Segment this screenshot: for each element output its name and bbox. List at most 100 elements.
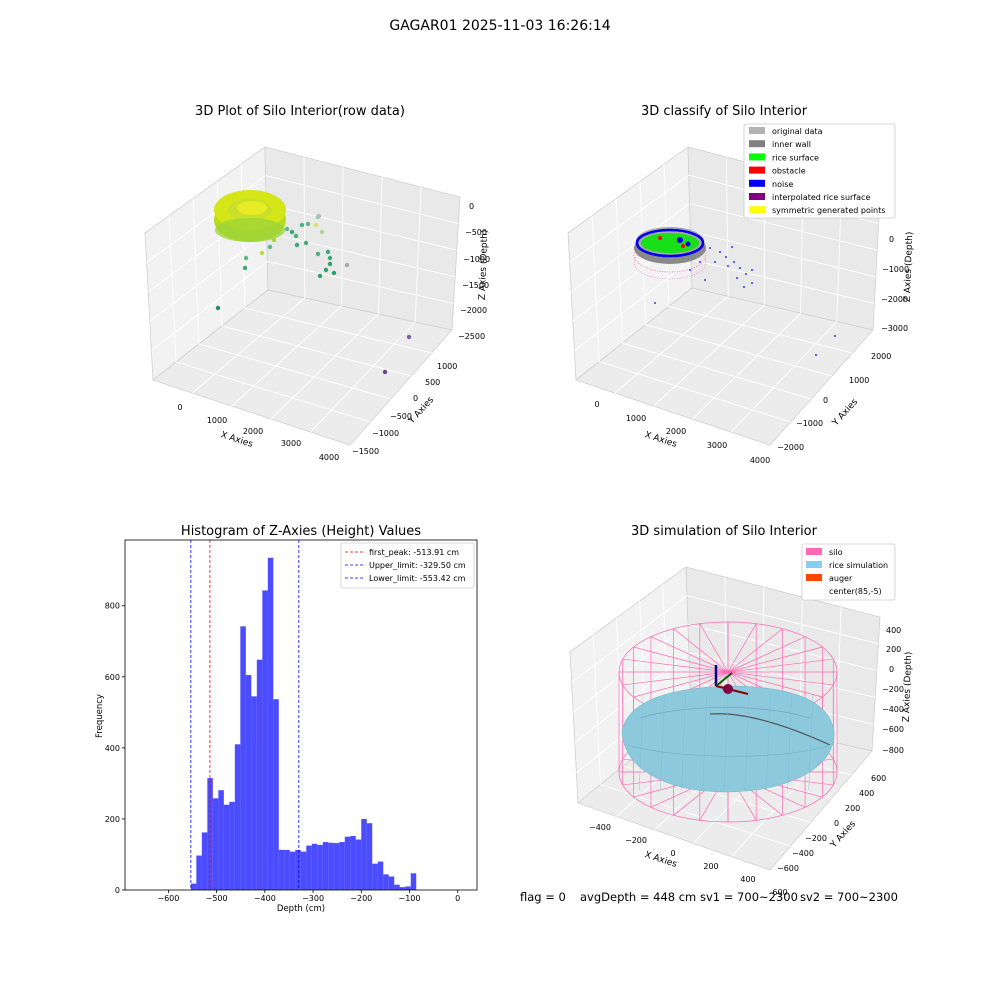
sim-y-tick: 200 [845,804,860,813]
histogram-bar [339,842,345,890]
sim-z-tick: −200 [882,685,904,694]
pane-grid-line [151,261,268,351]
raw-x-tick: 1000 [207,416,227,425]
silo-wire [727,671,834,686]
histogram-bar [394,884,400,890]
raw-3d-plot: 0 1000 2000 3000 4000 1000 500 0 −500 −1… [144,146,490,462]
raw-y-axis-label: Y Axies [406,395,436,427]
noise-point [719,251,721,253]
rice-mesh-line [702,694,707,791]
histogram-bar [223,804,230,890]
silo-wire [622,671,729,686]
histogram-bar [300,851,307,890]
raw-data-point [267,244,273,250]
noise-point [714,261,716,263]
pane-grid-line [265,175,459,225]
classify-plot-title: 3D classify of Silo Interior [640,104,808,119]
sim-z-axis-label: Z Axies (Depth) [902,652,914,723]
raw-data-point [406,334,412,340]
histogram-bar [410,873,417,890]
sim-x-tick: −400 [589,823,611,832]
pane-grid-line [689,202,878,251]
raw-floor-pane [152,289,453,446]
silo-wire [633,646,729,673]
pane-grid-line [221,325,412,377]
noise-point [689,269,691,271]
sim-z-tick: 0 [889,665,894,674]
pane-grid-line [266,232,456,278]
pane-grid-line [622,342,812,400]
pane-grid-line [570,203,690,293]
auger-marker [714,665,749,695]
noise-point [736,277,738,279]
legend-swatch [806,574,822,581]
raw-data-point [315,251,321,257]
classify-z-tick: −1000 [882,265,909,274]
classify-3d-plot: 0 1000 2000 3000 4000 2000 1000 0 −1000 … [567,123,915,465]
histogram-x-tick-label: −500 [206,894,228,903]
pane-grid-line [686,595,879,645]
legend-label: center(85,-5) [829,587,882,596]
histogram-bar [328,842,334,890]
classify-x-tick: 4000 [750,456,770,465]
raw-x-tick: 2000 [243,427,263,436]
rice-mesh-line [681,694,686,791]
sim-y-tick: 600 [871,774,886,783]
legend-lower-limit: Lower_limit: -553.42 cm [369,574,466,583]
classify-y-tick: 0 [823,396,828,405]
histogram-bar [190,883,197,890]
sim-z-tick: −400 [882,705,904,714]
histogram-bar [372,863,378,890]
legend-label: rice simulation [829,561,888,570]
histogram-bar [322,842,329,890]
raw-z-tick: −2500 [458,332,485,341]
pane-grid-line [266,203,457,251]
classify-x-tick: 3000 [707,441,727,450]
rice-mesh-line [808,694,813,791]
legend-label: interpolated rice surface [772,193,870,202]
noise-point [739,267,741,269]
figure-title: GAGAR01 2025-11-03 16:26:14 [389,18,611,34]
histogram-bar [306,845,312,890]
footer-sv1: sv1 = 700~2300 [700,890,798,904]
classify-x-tick: 0 [594,400,599,409]
sim-y-tick: −600 [777,864,799,873]
raw-x-tick: 0 [177,403,182,412]
noise-point [751,282,753,284]
histogram-bar [383,874,389,890]
histogram-y-tick-label: 400 [105,744,120,753]
pane-grid-line [730,321,838,433]
histogram-y-axis-label: Frequency [95,694,105,738]
raw-data-point [215,305,221,311]
histogram-bar [350,835,356,890]
footer-sv2: sv2 = 700~2300 [800,890,898,904]
histogram-x-tick-label: −600 [157,894,179,903]
raw-data-point [327,261,333,267]
sim-x-tick: 600 [772,888,787,897]
legend-swatch [806,548,822,555]
pane-grid-line [591,215,600,362]
classify-y-tick: 1000 [849,376,869,385]
legend-label: noise [772,180,793,189]
classify-silo-points [633,227,707,280]
histogram-bar [229,801,235,890]
raw-silo-ring [214,190,286,242]
pane-grid-line [414,186,422,323]
legend-label: symmetric generated points [772,206,885,215]
histogram-bar [245,675,252,890]
noise-point [709,247,711,249]
pane-grid-line [303,156,306,299]
pane-grid-line [615,617,624,766]
raw-data-point [271,237,277,243]
classify-y-tick: −1000 [796,419,823,428]
noise-point [725,256,727,258]
pane-grid-line [168,215,177,363]
rice-mesh-line [660,694,665,791]
classify-y-tick: −2000 [777,443,804,452]
histogram-x-tick-label: −200 [350,894,372,903]
pane-grid-line [599,361,791,423]
pane-grid-line [574,652,690,743]
histogram-bar [289,851,296,890]
raw-y-tick: −1000 [372,429,399,438]
rice-mesh-line [787,694,792,791]
